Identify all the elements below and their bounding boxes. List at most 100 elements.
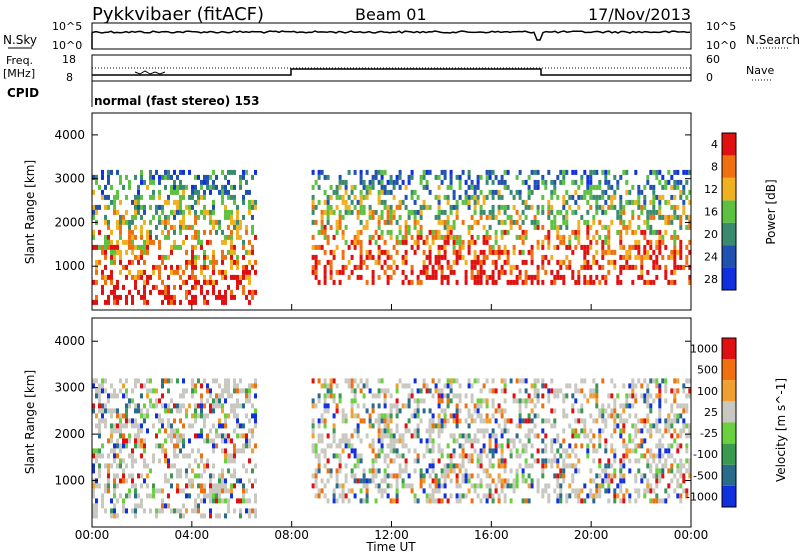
heatmap-cell xyxy=(625,488,629,494)
heatmap-cell xyxy=(512,488,516,494)
heatmap-cell xyxy=(128,259,131,265)
heatmap-cell xyxy=(326,433,330,439)
heatmap-cell xyxy=(577,498,581,504)
heatmap-cell xyxy=(206,254,209,260)
heatmap-cell xyxy=(667,453,671,459)
heatmap-cell xyxy=(431,478,435,484)
heatmap-cell xyxy=(167,408,170,414)
heatmap-cell xyxy=(497,179,501,185)
heatmap-cell xyxy=(503,269,507,275)
heatmap-cell xyxy=(613,418,617,424)
heatmap-cell xyxy=(491,204,495,210)
heatmap-cell xyxy=(335,403,339,409)
heatmap-cell xyxy=(428,428,432,434)
heatmap-cell xyxy=(194,209,197,215)
heatmap-cell xyxy=(224,488,227,494)
heatmap-cell xyxy=(670,184,674,190)
heatmap-cell xyxy=(149,508,152,514)
heatmap-cell xyxy=(359,478,363,484)
heatmap-cell xyxy=(521,448,525,454)
heatmap-cell xyxy=(338,219,342,225)
heatmap-cell xyxy=(107,488,110,494)
heatmap-cell xyxy=(317,279,321,285)
heatmap-cell xyxy=(215,294,218,300)
heatmap-cell xyxy=(625,393,629,399)
heatmap-cell xyxy=(497,403,501,409)
heatmap-cell xyxy=(209,279,212,285)
heatmap-cell xyxy=(443,244,447,250)
heatmap-cell xyxy=(631,244,635,250)
heatmap-cell xyxy=(386,209,390,215)
heatmap-cell xyxy=(194,418,197,424)
heatmap-cell xyxy=(98,398,101,404)
heatmap-cell xyxy=(655,473,659,479)
heatmap-cell xyxy=(533,219,537,225)
heatmap-cell xyxy=(170,189,173,195)
freq-label-line2: [MHz] xyxy=(3,67,35,80)
heatmap-cell xyxy=(110,463,113,469)
heatmap-cell xyxy=(125,249,128,255)
heatmap-cell xyxy=(242,199,245,205)
heatmap-cell xyxy=(667,169,671,175)
heatmap-cell xyxy=(455,254,459,260)
heatmap-cell xyxy=(428,473,432,479)
heatmap-cell xyxy=(425,438,429,444)
heatmap-cell xyxy=(356,264,360,270)
heatmap-cell xyxy=(314,443,318,449)
heatmap-cell xyxy=(218,478,221,484)
heatmap-cell xyxy=(568,194,572,200)
heatmap-cell xyxy=(667,483,671,489)
heatmap-cell xyxy=(437,423,441,429)
heatmap-cell xyxy=(559,169,563,175)
heatmap-cell xyxy=(98,418,101,424)
heatmap-cell xyxy=(350,443,354,449)
heatmap-cell xyxy=(458,234,462,240)
heatmap-cell xyxy=(176,428,179,434)
heatmap-cell xyxy=(440,468,444,474)
heatmap-cell xyxy=(679,468,683,474)
heatmap-cell xyxy=(110,239,113,245)
heatmap-cell xyxy=(323,269,327,275)
heatmap-cell xyxy=(95,413,98,419)
heatmap-cell xyxy=(149,398,152,404)
heatmap-cell xyxy=(556,234,560,240)
heatmap-cell xyxy=(191,189,194,195)
heatmap-cell xyxy=(128,184,131,190)
heatmap-cell xyxy=(604,209,608,215)
heatmap-cell xyxy=(317,199,321,205)
heatmap-cell xyxy=(446,398,450,404)
heatmap-cell xyxy=(332,433,336,439)
heatmap-cell xyxy=(179,408,182,414)
heatmap-cell xyxy=(431,229,435,235)
heatmap-cell xyxy=(649,184,653,190)
heatmap-cell xyxy=(230,184,233,190)
heatmap-cell xyxy=(386,189,390,195)
heatmap-cell xyxy=(254,289,257,295)
heatmap-cell xyxy=(377,244,381,250)
heatmap-cell xyxy=(203,378,206,384)
heatmap-cell xyxy=(676,463,680,469)
heatmap-cell xyxy=(212,403,215,409)
heatmap-cell xyxy=(341,214,345,220)
heatmap-cell xyxy=(359,378,363,384)
heatmap-cell xyxy=(146,239,149,245)
heatmap-cell xyxy=(470,234,474,240)
heatmap-cell xyxy=(634,448,638,454)
y-tick-label: 2000 xyxy=(54,427,85,441)
heatmap-cell xyxy=(236,433,239,439)
heatmap-cell xyxy=(455,478,459,484)
heatmap-cell xyxy=(443,408,447,414)
heatmap-cell xyxy=(443,274,447,280)
heatmap-cell xyxy=(179,448,182,454)
heatmap-cell xyxy=(524,279,528,285)
heatmap-cell xyxy=(107,393,110,399)
heatmap-cell xyxy=(125,508,128,514)
heatmap-cell xyxy=(679,214,683,220)
heatmap-cell xyxy=(604,274,608,280)
heatmap-cell xyxy=(518,269,522,275)
heatmap-cell xyxy=(604,179,608,185)
heatmap-cell xyxy=(616,274,620,280)
heatmap-cell xyxy=(544,418,548,424)
heatmap-cell xyxy=(161,383,164,389)
heatmap-cell xyxy=(467,408,471,414)
